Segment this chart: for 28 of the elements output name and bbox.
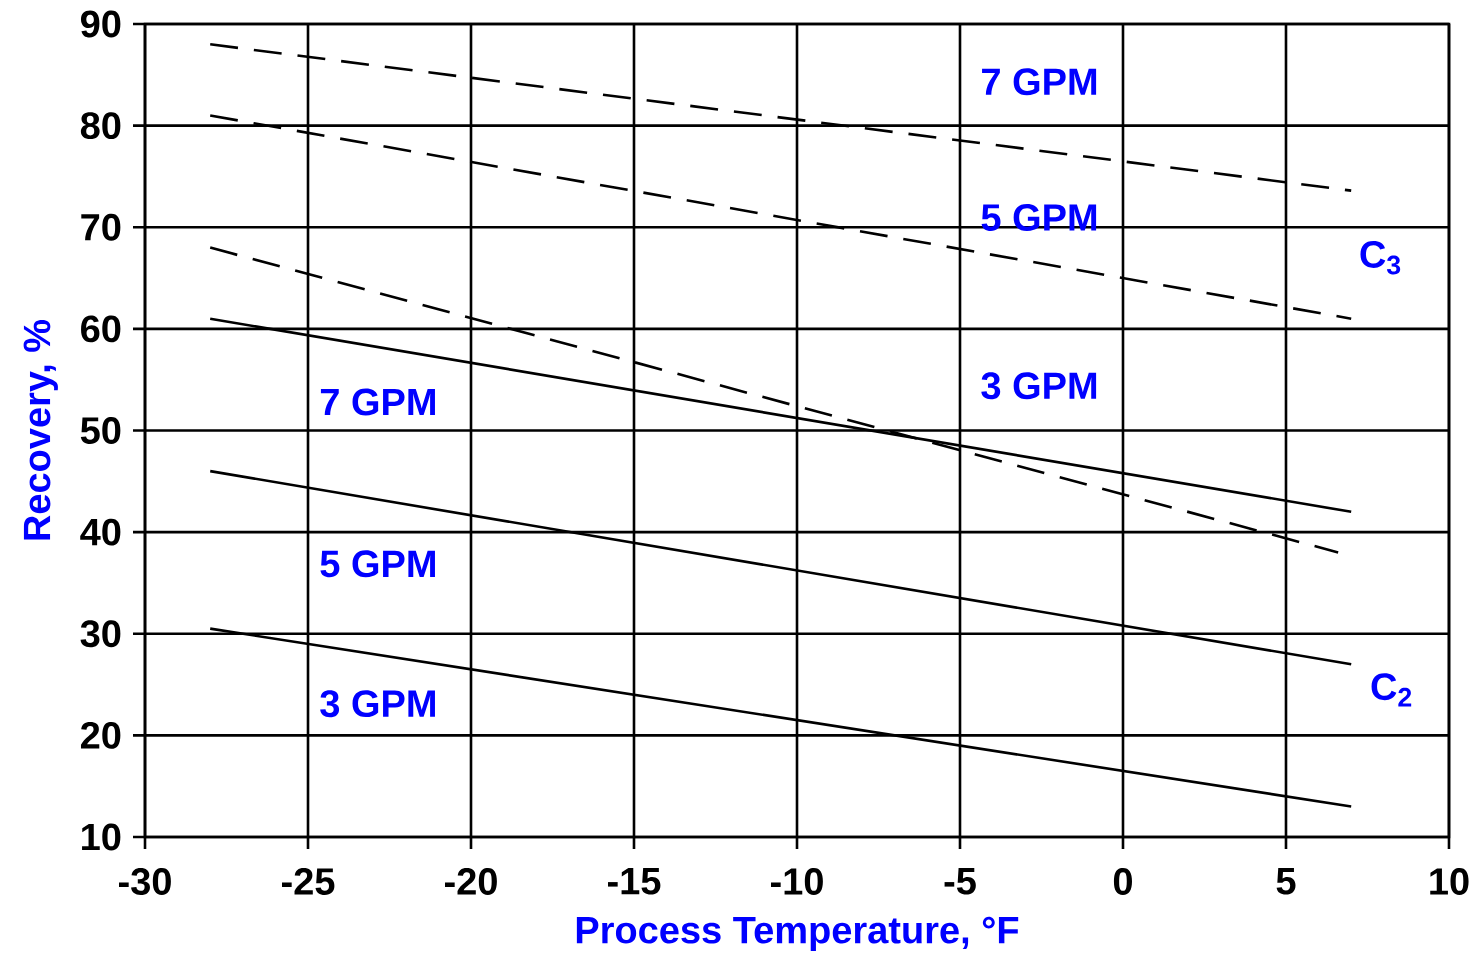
y-tick-label: 10 <box>82 823 121 851</box>
y-tick-label: 80 <box>80 112 121 140</box>
x-tick-label: -5 <box>944 868 976 895</box>
annotation: 3 GPM <box>981 372 1097 400</box>
annotation: C$_{2}$ <box>1371 673 1412 707</box>
y-tick-label: 20 <box>80 721 121 749</box>
annotation: 7 GPM <box>320 388 435 416</box>
x-tick-label: -10 <box>771 868 823 895</box>
x-tick-label: -20 <box>445 868 497 895</box>
annotation: 3 GPM <box>320 690 435 718</box>
x-axis-title: Process Temperature, °F <box>576 916 1019 952</box>
annotation: C$_{3}$ <box>1360 240 1401 275</box>
x-tick-label: 0 <box>1113 868 1132 895</box>
y-tick-label: 90 <box>80 10 121 38</box>
y-axis-title: Recovery, % <box>23 319 58 540</box>
x-tick-label: -25 <box>282 868 335 895</box>
x-tick-label: -30 <box>119 868 171 896</box>
y-tick-label: 40 <box>80 518 121 546</box>
annotation: 5 GPM <box>320 550 435 578</box>
y-tick-label: 30 <box>80 620 121 648</box>
y-tick-label: 60 <box>81 315 121 343</box>
annotation: 7 GPM <box>982 68 1097 96</box>
annotation: 5 GPM <box>981 204 1097 231</box>
y-tick-label: 70 <box>81 213 121 241</box>
x-tick-label: -15 <box>608 868 661 895</box>
x-tick-label: 10 <box>1430 868 1469 895</box>
x-tick-label: 5 <box>1276 868 1296 895</box>
y-tick-label: 50 <box>80 417 121 444</box>
